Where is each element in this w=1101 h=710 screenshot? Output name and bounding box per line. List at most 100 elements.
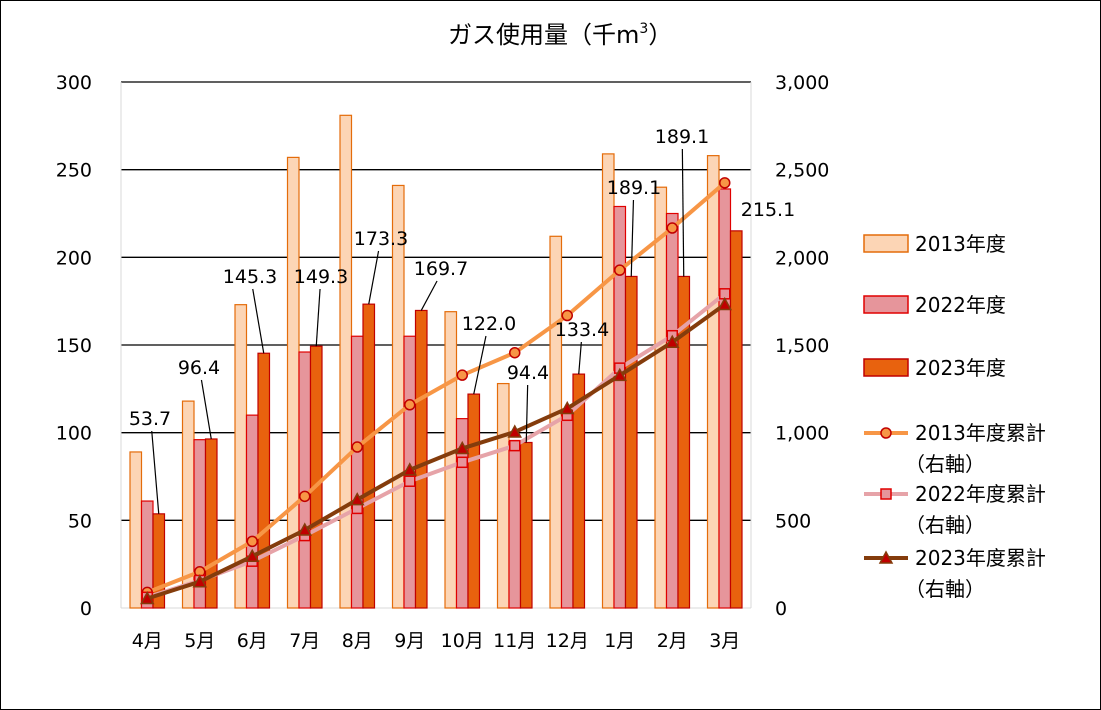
bar-3-data-label: 149.3 xyxy=(294,266,348,288)
y-left-tick-label: 300 xyxy=(56,72,92,94)
plot-area: 0 50 100 150 200 250 300 0 500 1,000 1,500 2,000 2,5… xyxy=(56,72,830,652)
bar-2 xyxy=(560,411,574,609)
x-tick-label: 2月 xyxy=(657,630,688,652)
bar-3-data-label: 145.3 xyxy=(223,266,277,288)
bar-3-data-label: 133.4 xyxy=(555,319,609,341)
x-tick-label: 5月 xyxy=(184,630,215,652)
y-left-tick-label: 0 xyxy=(80,598,92,620)
data-label-leader xyxy=(368,250,380,305)
bar-3 xyxy=(257,352,271,609)
legend: 2013年度 2022年度 2023年度 2013年度累計 （右軸） 2022年度累計 （右… xyxy=(863,232,1046,601)
line-point-2 xyxy=(404,475,416,487)
legend-label-bar-3: 2023年度 xyxy=(915,356,1006,380)
y-right-tick-label: 0 xyxy=(775,598,787,620)
legend-marker-1 xyxy=(880,427,892,439)
legend-label-line-suffix-2: （右軸） xyxy=(905,513,985,537)
bar-1 xyxy=(496,382,510,609)
bar-3 xyxy=(414,309,428,609)
bar-1 xyxy=(654,186,668,609)
line-point-1 xyxy=(614,264,626,276)
legend-swatch-bar-1 xyxy=(863,234,909,253)
bar-3-data-label: 189.1 xyxy=(655,126,709,148)
data-label-leader xyxy=(420,280,438,311)
legend-label-bar-1: 2013年度 xyxy=(915,232,1006,256)
bar-3-data-label: 173.3 xyxy=(354,228,408,250)
y-left-tick-label: 250 xyxy=(56,160,92,182)
line-point-1 xyxy=(299,490,311,503)
bar-3-data-label: 189.1 xyxy=(607,177,661,199)
data-label-leader xyxy=(200,379,212,440)
bar-3-data-label: 94.4 xyxy=(507,362,549,384)
series-line-2 xyxy=(146,292,726,600)
line-point-1 xyxy=(456,369,468,381)
line-point-3 xyxy=(559,400,575,415)
bar-1 xyxy=(129,451,143,609)
chart-title-close: ） xyxy=(648,21,672,49)
y-right-tick-label: 2,000 xyxy=(775,247,829,269)
line-point-3 xyxy=(244,548,260,563)
data-label-leader xyxy=(315,288,321,347)
bar-1 xyxy=(706,155,720,609)
y-right-tick-label: 3,000 xyxy=(775,72,829,94)
line-point-3 xyxy=(507,424,523,438)
bar-1 xyxy=(339,114,353,609)
legend-swatch-bar-2 xyxy=(863,295,909,314)
legend-marker-2 xyxy=(880,488,892,500)
bar-3-data-label: 169.7 xyxy=(414,258,468,280)
legend-label-line-suffix-3: （右軸） xyxy=(905,577,985,601)
line-point-3 xyxy=(139,590,155,605)
legend-label-line-2: 2022年度累計 xyxy=(915,482,1046,506)
x-tick-label: 1月 xyxy=(604,630,635,652)
line-point-3 xyxy=(349,492,365,506)
bar-3-data-label: 122.0 xyxy=(462,313,516,335)
bar-1 xyxy=(444,311,458,609)
line-point-1 xyxy=(719,177,731,189)
x-tick-label: 11月 xyxy=(493,630,536,652)
line-point-2 xyxy=(456,456,468,469)
bar-3-data-label: 96.4 xyxy=(178,357,220,379)
legend-label-line-1: 2013年度累計 xyxy=(915,421,1046,445)
line-point-3 xyxy=(612,367,628,382)
y-left-tick-label: 100 xyxy=(56,423,92,445)
bar-3-data-label: 53.7 xyxy=(129,408,171,430)
line-point-1 xyxy=(404,399,416,411)
x-tick-label: 4月 xyxy=(132,630,163,652)
data-label-leader xyxy=(578,341,582,375)
y-left-tick-label: 50 xyxy=(68,510,92,532)
y-left-tick-label: 150 xyxy=(56,335,92,357)
bar-2 xyxy=(718,188,732,609)
line-point-3 xyxy=(192,574,208,588)
data-label-leader xyxy=(630,199,635,277)
y-right-tick-label: 1,500 xyxy=(775,335,829,357)
x-tick-label: 12月 xyxy=(546,630,589,652)
line-point-3 xyxy=(297,522,313,536)
legend-label-bar-2: 2022年度 xyxy=(915,293,1006,317)
bar-3 xyxy=(467,393,481,609)
y-right-tick-label: 2,500 xyxy=(775,160,829,182)
legend-label-line-3: 2023年度累計 xyxy=(915,546,1046,570)
x-tick-label: 7月 xyxy=(289,630,320,652)
line-point-3 xyxy=(717,296,733,311)
x-tick-label: 9月 xyxy=(394,630,425,652)
x-tick-label: 6月 xyxy=(237,630,268,652)
series-line-3 xyxy=(146,302,726,601)
data-label-leader xyxy=(252,288,265,354)
x-tick-label: 8月 xyxy=(342,630,373,652)
y-left-tick-label: 200 xyxy=(56,247,92,269)
data-label-leader xyxy=(151,430,160,514)
line-point-1 xyxy=(509,346,521,359)
bar-3 xyxy=(519,441,533,609)
bar-3 xyxy=(624,275,638,609)
bar-2 xyxy=(298,351,312,609)
bar-2 xyxy=(245,414,259,609)
y-right-tick-label: 500 xyxy=(775,510,811,532)
bar-2 xyxy=(665,212,679,609)
bar-2 xyxy=(350,335,364,609)
line-point-3 xyxy=(402,462,418,476)
x-tick-label: 10月 xyxy=(441,630,484,652)
line-point-1 xyxy=(246,535,258,548)
series-line-1 xyxy=(146,181,727,595)
line-point-1 xyxy=(351,441,363,453)
bar-3-data-label: 215.1 xyxy=(741,199,795,221)
